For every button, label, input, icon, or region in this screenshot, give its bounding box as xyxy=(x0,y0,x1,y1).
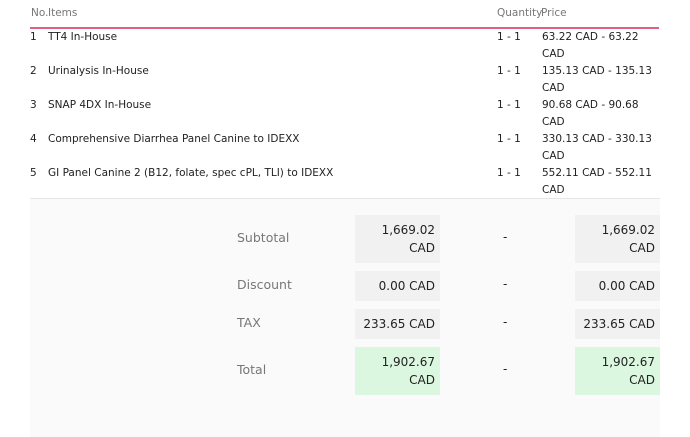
summary-label: Discount xyxy=(237,277,292,292)
header-quantity: Quantity xyxy=(497,7,543,19)
min-amount: 1,669.02 CAD xyxy=(355,215,440,263)
row-number: 2 xyxy=(30,65,37,77)
item-name: TT4 In-House xyxy=(48,31,118,43)
item-name: GI Panel Canine 2 (B12, folate, spec cPL… xyxy=(48,167,334,179)
min-amount: 1,902.67 CAD xyxy=(355,347,440,395)
header-divider xyxy=(30,27,659,29)
range-separator: - xyxy=(503,277,508,291)
quantity: 1 - 1 xyxy=(497,99,521,111)
row-number: 3 xyxy=(30,99,37,111)
range-separator: - xyxy=(503,230,508,244)
summary-label: TAX xyxy=(237,315,261,330)
price: 552.11 CAD - 552.11 CAD xyxy=(542,167,652,196)
max-amount: 1,669.02 CAD xyxy=(575,215,660,263)
quantity: 1 - 1 xyxy=(497,31,521,43)
quantity: 1 - 1 xyxy=(497,167,521,179)
item-name: Urinalysis In-House xyxy=(48,65,149,77)
max-amount: 1,902.67 CAD xyxy=(575,347,660,395)
min-amount: 0.00 CAD xyxy=(355,271,440,301)
range-separator: - xyxy=(503,362,508,376)
price: 90.68 CAD - 90.68 CAD xyxy=(542,99,639,128)
row-number: 4 xyxy=(30,133,37,145)
item-row: 2 Urinalysis In-House 1 - 1 135.13 CAD - 13… xyxy=(30,63,660,97)
header-no: No. xyxy=(31,7,49,19)
quantity: 1 - 1 xyxy=(497,133,521,145)
max-amount: 0.00 CAD xyxy=(575,271,660,301)
range-separator: - xyxy=(503,315,508,329)
row-number: 1 xyxy=(30,31,37,43)
item-row: 5 GI Panel Canine 2 (B12, folate, spec cP… xyxy=(30,165,660,199)
item-row: 4 Comprehensive Diarrhea Panel Canine to … xyxy=(30,131,660,165)
summary: Subtotal 1,669.02 CAD - 1,669.02 CAD Discoun… xyxy=(30,198,660,437)
item-row: 1 TT4 In-House 1 - 1 63.22 CAD - 63.22 CAD xyxy=(30,29,660,63)
row-number: 5 xyxy=(30,167,37,179)
summary-label: Subtotal xyxy=(237,230,290,245)
min-amount: 233.65 CAD xyxy=(355,309,440,339)
item-name: SNAP 4DX In-House xyxy=(48,99,152,111)
price: 330.13 CAD - 330.13 CAD xyxy=(542,133,652,162)
summary-label: Total xyxy=(237,362,267,377)
header-price: Price xyxy=(541,7,567,19)
max-amount: 233.65 CAD xyxy=(575,309,660,339)
quantity: 1 - 1 xyxy=(497,65,521,77)
item-name: Comprehensive Diarrhea Panel Canine to I… xyxy=(48,133,300,145)
price: 135.13 CAD - 135.13 CAD xyxy=(542,65,652,94)
price: 63.22 CAD - 63.22 CAD xyxy=(542,31,639,60)
item-row: 3 SNAP 4DX In-House 1 - 1 90.68 CAD - 90.68… xyxy=(30,97,660,131)
header-items: Items xyxy=(48,7,78,19)
